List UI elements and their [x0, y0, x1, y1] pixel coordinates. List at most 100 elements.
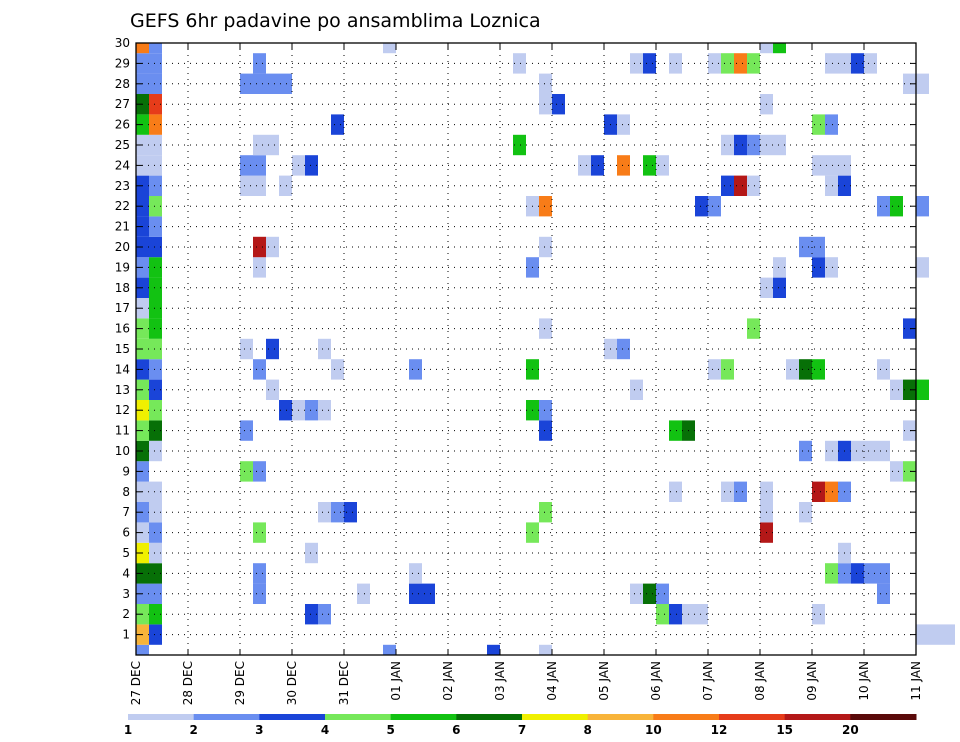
heatmap-cell — [149, 583, 162, 604]
heatmap-cell — [513, 53, 526, 74]
heatmap-cell — [773, 277, 786, 298]
heatmap-cell — [253, 155, 266, 176]
x-tick-label: 28 DEC — [181, 661, 195, 705]
y-tick-label: 5 — [122, 546, 130, 560]
x-tick-label: 08 JAN — [753, 661, 767, 701]
heatmap-cell — [812, 359, 825, 380]
colorbar-label: 6 — [452, 723, 460, 737]
heatmap-cell — [591, 155, 604, 176]
heatmap-cell — [149, 420, 162, 441]
x-tick-label: 10 JAN — [857, 661, 871, 701]
heatmap-cell — [266, 73, 279, 94]
heatmap-cell — [149, 43, 162, 54]
colorbar-label: 4 — [321, 723, 329, 737]
heatmap-cell — [825, 257, 838, 278]
y-tick-label: 11 — [115, 424, 130, 438]
heatmap-cell — [253, 175, 266, 196]
heatmap-cell — [643, 583, 656, 604]
heatmap-cell — [253, 73, 266, 94]
y-tick-label: 20 — [115, 240, 130, 254]
heatmap-cell — [149, 400, 162, 421]
heatmap-cell — [409, 359, 422, 380]
colorbar-swatch — [850, 714, 917, 720]
heatmap-cell — [630, 379, 643, 400]
y-tick-label: 16 — [115, 322, 130, 336]
heatmap-cell — [773, 134, 786, 156]
y-tick-label: 9 — [122, 464, 130, 478]
y-tick-label: 23 — [115, 179, 130, 193]
x-axis: 27 DEC 28 DEC 29 DEC 30 DEC 31 DEC 01 JAN 02 J… — [129, 43, 923, 705]
heatmap-cell — [357, 583, 370, 604]
x-tick-label: 09 JAN — [805, 661, 819, 701]
heatmap-cell — [539, 236, 552, 258]
heatmap-cell — [890, 379, 903, 400]
heatmap-cell — [149, 114, 162, 135]
x-tick-label: 03 JAN — [493, 661, 507, 701]
heatmap-cell — [851, 440, 864, 462]
heatmap-cell — [617, 338, 630, 360]
heatmap-cell — [149, 318, 162, 339]
heatmap-cell — [266, 236, 279, 258]
colorbar-swatch — [522, 714, 589, 720]
heatmap-cell — [240, 73, 253, 94]
heatmap-cell — [916, 196, 929, 217]
heatmap-cell — [747, 134, 760, 156]
heatmap-cell — [539, 73, 552, 94]
x-tick-label: 06 JAN — [649, 661, 663, 701]
heatmap-cell — [669, 604, 682, 625]
heatmap-cell — [149, 236, 162, 258]
heatmap-cell — [149, 216, 162, 237]
heatmap-cell — [812, 114, 825, 135]
heatmap-cell — [149, 175, 162, 196]
heatmap-cell — [253, 359, 266, 380]
heatmap-cell — [656, 155, 669, 176]
heatmap-cell — [383, 644, 396, 655]
heatmap-cell — [656, 604, 669, 625]
heatmap-cell — [825, 563, 838, 584]
heatmap-cell — [851, 563, 864, 584]
y-tick-label: 25 — [115, 138, 130, 152]
heatmap-cell — [240, 175, 253, 196]
heatmap-cell — [708, 359, 721, 380]
heatmap-cell — [136, 644, 149, 655]
heatmap-cell — [643, 53, 656, 74]
heatmap-cell — [825, 175, 838, 196]
heatmap-cell — [903, 420, 916, 441]
heatmap-cell — [149, 379, 162, 400]
y-tick-label: 17 — [115, 301, 130, 315]
heatmap-cell — [760, 43, 773, 54]
heatmap-cell — [721, 175, 734, 196]
heatmap-cell — [149, 73, 162, 94]
y-tick-label: 18 — [115, 281, 130, 295]
heatmap-cell — [864, 440, 877, 462]
heatmap-cell — [539, 318, 552, 339]
heatmap-cell — [721, 134, 734, 156]
y-tick-label: 7 — [122, 505, 130, 519]
heatmap-cell — [734, 481, 747, 502]
heatmap-cell — [721, 481, 734, 502]
heatmap-cell — [877, 563, 890, 584]
colorbar-label: 8 — [583, 723, 591, 737]
y-tick-label: 26 — [115, 118, 130, 132]
heatmap-cell — [916, 73, 929, 94]
heatmap-cell — [877, 359, 890, 380]
y-tick-label: 3 — [122, 587, 130, 601]
heatmap-cell — [825, 53, 838, 74]
heatmap-cell — [942, 624, 955, 645]
heatmap-cell — [279, 73, 292, 94]
heatmap-cell — [409, 563, 422, 584]
heatmap-cell — [149, 53, 162, 74]
colorbar-swatch — [719, 714, 786, 720]
heatmap-cell — [149, 502, 162, 523]
heatmap-cell — [149, 522, 162, 543]
colorbar-swatch — [456, 714, 523, 720]
x-tick-label: 11 JAN — [909, 661, 923, 701]
heatmap-cell — [630, 583, 643, 604]
heatmap-cell — [799, 236, 812, 258]
heatmap-cell — [279, 400, 292, 421]
heatmap-cell — [799, 440, 812, 462]
y-tick-label: 10 — [115, 444, 130, 458]
chart-title: GEFS 6hr padavine po ansamblima Loznica — [130, 10, 541, 32]
heatmap-cell — [513, 134, 526, 156]
